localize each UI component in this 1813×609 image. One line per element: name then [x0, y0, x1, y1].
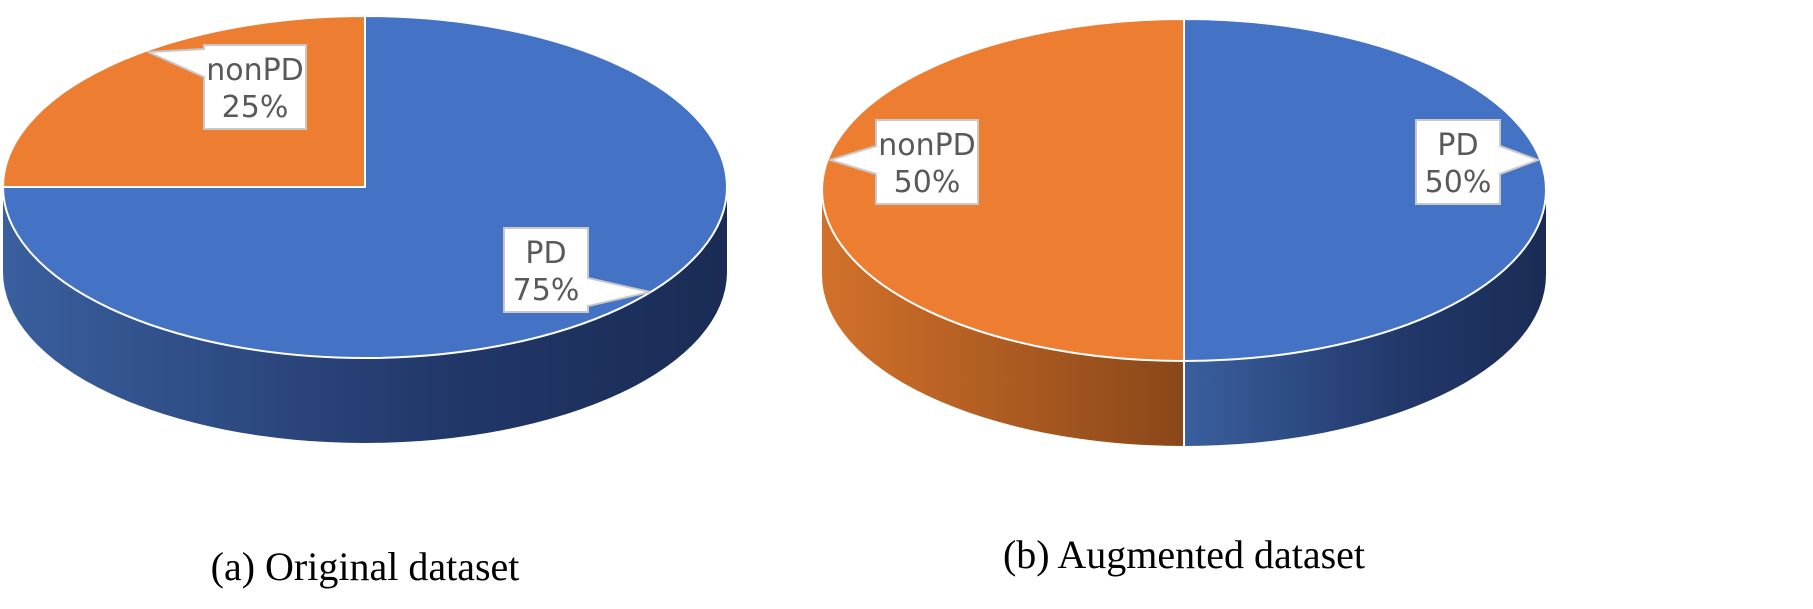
data-label-nonpd-value: 25% [222, 90, 289, 125]
pie-slice-nonpd [1, 14, 366, 188]
pie-chart-original: PD 75% nonPD 25% (a) Original dataset [1, 14, 728, 589]
pie-side-pd [3, 187, 727, 443]
chart-caption: (b) Augmented dataset [1003, 532, 1365, 577]
pie-slice-nonpd [821, 17, 1185, 363]
data-label-nonpd-name: nonPD [206, 53, 304, 88]
pie-slice-pd [1183, 17, 1547, 363]
data-label-pd-name: PD [525, 236, 566, 271]
data-label-nonpd-value: 50% [894, 165, 961, 200]
data-label-pd-value: 75% [513, 273, 580, 308]
data-label-pd: PD 50% [1415, 119, 1541, 205]
pie-chart-augmented: PD 50% nonPD 50% (b) Augmented dataset [821, 17, 1547, 577]
callout-box-pd [1415, 119, 1541, 205]
data-label-nonpd: nonPD 50% [826, 119, 979, 205]
data-label-pd: PD 75% [503, 227, 651, 313]
pie-side-nonpd [822, 190, 1184, 446]
pie-side-pd [1184, 190, 1546, 446]
callout-box-nonpd [826, 119, 979, 205]
callout-box-pd [503, 227, 651, 313]
data-label-nonpd: nonPD 25% [147, 44, 307, 130]
chart-caption: (a) Original dataset [211, 544, 520, 589]
data-label-pd-name: PD [1437, 128, 1478, 163]
data-label-nonpd-name: nonPD [878, 128, 976, 163]
data-label-pd-value: 50% [1425, 165, 1492, 200]
callout-box-nonpd [147, 44, 307, 130]
